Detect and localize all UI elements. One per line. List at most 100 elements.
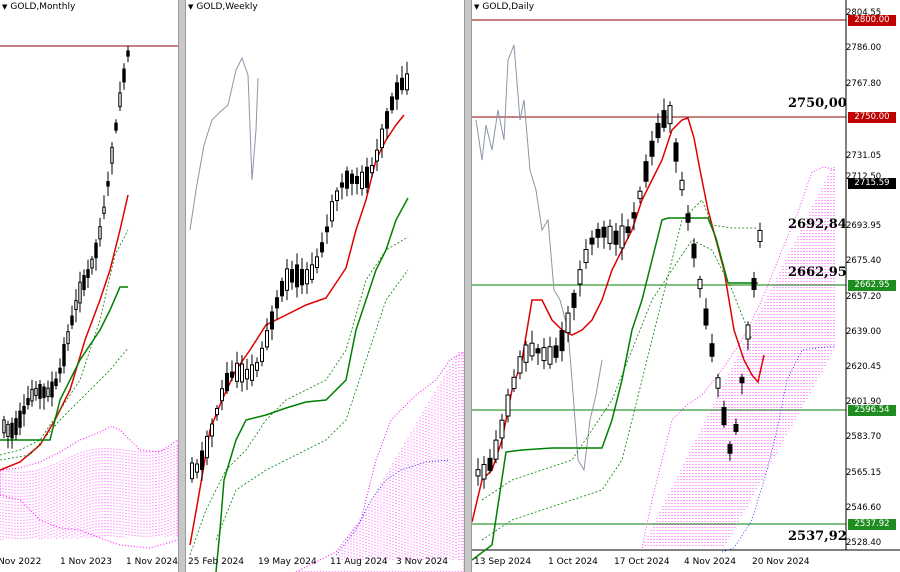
daily-span-b-blue <box>721 345 837 553</box>
daily-span-a <box>481 199 758 541</box>
daily-span-b <box>481 239 753 501</box>
candle-body <box>661 110 667 128</box>
candle-body <box>685 213 691 223</box>
weekly-chikou-line <box>189 56 259 231</box>
candle-body <box>220 388 224 402</box>
candle-body <box>74 300 78 311</box>
candle-body <box>335 190 339 201</box>
daily-chikou-line <box>475 44 603 472</box>
candle-body <box>475 469 481 477</box>
candle-body <box>481 464 487 480</box>
candle-body <box>205 435 209 459</box>
candle-body <box>110 146 114 164</box>
candle-body <box>577 269 583 285</box>
candle-body <box>601 226 607 238</box>
monthly-title-text: GOLD,Monthly <box>10 2 76 12</box>
dropdown-triangle-icon[interactable]: ▼ <box>474 3 480 11</box>
candle-body <box>86 269 90 279</box>
candle-body <box>360 171 364 190</box>
candle-body <box>390 96 394 111</box>
candle-body <box>2 419 6 434</box>
weekly-chart-canvas <box>189 56 464 572</box>
candle-body <box>310 264 314 280</box>
price-axis-label: 2565.15 <box>846 468 882 478</box>
candle-body <box>589 237 595 245</box>
candle-body <box>122 68 126 83</box>
weekly-kumo-outline <box>295 351 464 572</box>
candle-body <box>559 330 565 352</box>
candle-body <box>499 419 505 439</box>
dropdown-triangle-icon[interactable]: ▼ <box>2 3 8 11</box>
candle-body <box>365 166 369 188</box>
candle-body <box>385 111 389 129</box>
candle-body <box>10 422 14 439</box>
candle-body <box>235 362 239 382</box>
candle-body <box>230 371 234 378</box>
monthly-kumo-outline <box>0 425 178 549</box>
candle-body <box>395 82 399 100</box>
price-axis-label: 2583.70 <box>846 432 882 442</box>
candle-body <box>375 149 379 162</box>
candle-body <box>751 278 757 290</box>
candle-body <box>66 331 70 345</box>
daily-chart-canvas <box>472 0 900 561</box>
weekly-candles <box>190 61 409 483</box>
candle-body <box>195 463 199 473</box>
candle-body <box>370 165 374 174</box>
candle-body <box>493 439 499 460</box>
candle-body <box>405 73 409 91</box>
candle-body <box>14 418 18 436</box>
candle-body <box>325 226 329 233</box>
monthly-tenkan-line <box>0 194 129 471</box>
monthly-chart-panel[interactable]: ▼ GOLD,Monthly Nov 2022 1 Nov 2023 1 Nov … <box>0 0 178 572</box>
price-tag-2750: 2750.00 <box>848 112 896 123</box>
monthly-x-label: 1 Nov 2023 <box>60 557 112 567</box>
candle-body <box>330 201 334 222</box>
candle-body <box>727 444 733 454</box>
candle-body <box>70 315 74 326</box>
panel-splitter[interactable] <box>464 0 472 572</box>
price-axis-label: 2620.45 <box>846 362 882 372</box>
candle-body <box>571 292 577 308</box>
weekly-x-label: 25 Feb 2024 <box>188 557 245 567</box>
candle-body <box>250 364 254 381</box>
dropdown-triangle-icon[interactable]: ▼ <box>188 3 194 11</box>
candle-body <box>290 269 294 283</box>
candle-body <box>745 324 751 340</box>
candle-body <box>345 170 349 189</box>
daily-chart-title: ▼ GOLD,Daily <box>474 2 534 12</box>
candle-body <box>305 269 309 285</box>
weekly-kumo-fill <box>338 352 463 560</box>
daily-x-label: 4 Nov 2024 <box>684 557 736 567</box>
weekly-tenkan-line <box>189 114 405 546</box>
candle-body <box>340 182 344 188</box>
candle-body <box>547 346 553 365</box>
price-axis-label: 2786.00 <box>846 43 882 53</box>
candle-body <box>225 372 229 392</box>
candle-body <box>619 225 625 249</box>
candle-body <box>280 280 284 297</box>
daily-candles <box>475 98 763 489</box>
monthly-candles <box>2 45 130 449</box>
current-price-tag: 2715.59 <box>848 178 896 189</box>
panel-splitter[interactable] <box>178 0 186 572</box>
candle-body <box>42 386 46 398</box>
candle-body <box>721 406 727 426</box>
candle-body <box>697 278 703 290</box>
candle-body <box>517 356 523 374</box>
candle-body <box>607 225 613 244</box>
candle-body <box>400 77 404 91</box>
price-axis-label: 2639.00 <box>846 327 882 337</box>
candle-body <box>58 367 62 374</box>
daily-chart-panel[interactable]: ▼ GOLD,Daily 13 Sep 2024 1 Oct 2024 17 Oc… <box>472 0 900 572</box>
daily-x-label: 20 Nov 2024 <box>752 557 810 567</box>
candle-body <box>315 256 319 269</box>
candle-body <box>285 268 289 291</box>
price-axis-label: 2657.20 <box>846 292 882 302</box>
daily-x-label: 17 Oct 2024 <box>614 557 670 567</box>
candle-body <box>691 243 697 259</box>
weekly-chart-panel[interactable]: ▼ GOLD,Weekly 25 Feb 2024 19 May 2024 11 … <box>186 0 464 572</box>
price-axis-label: 2693.95 <box>846 221 882 231</box>
candle-body <box>541 347 547 362</box>
weekly-span-b-blue <box>335 459 451 556</box>
